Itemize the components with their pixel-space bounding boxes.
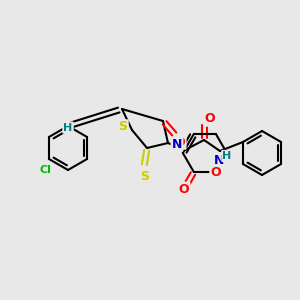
- Text: O: O: [205, 112, 215, 125]
- Text: Cl: Cl: [39, 165, 51, 175]
- Text: O: O: [211, 166, 221, 178]
- Text: O: O: [178, 183, 189, 196]
- Text: H: H: [222, 151, 232, 161]
- Text: N: N: [214, 154, 224, 166]
- Text: O: O: [175, 136, 185, 148]
- Text: H: H: [63, 122, 73, 133]
- Text: S: S: [118, 121, 127, 134]
- Text: S: S: [140, 169, 149, 182]
- Text: N: N: [172, 137, 182, 151]
